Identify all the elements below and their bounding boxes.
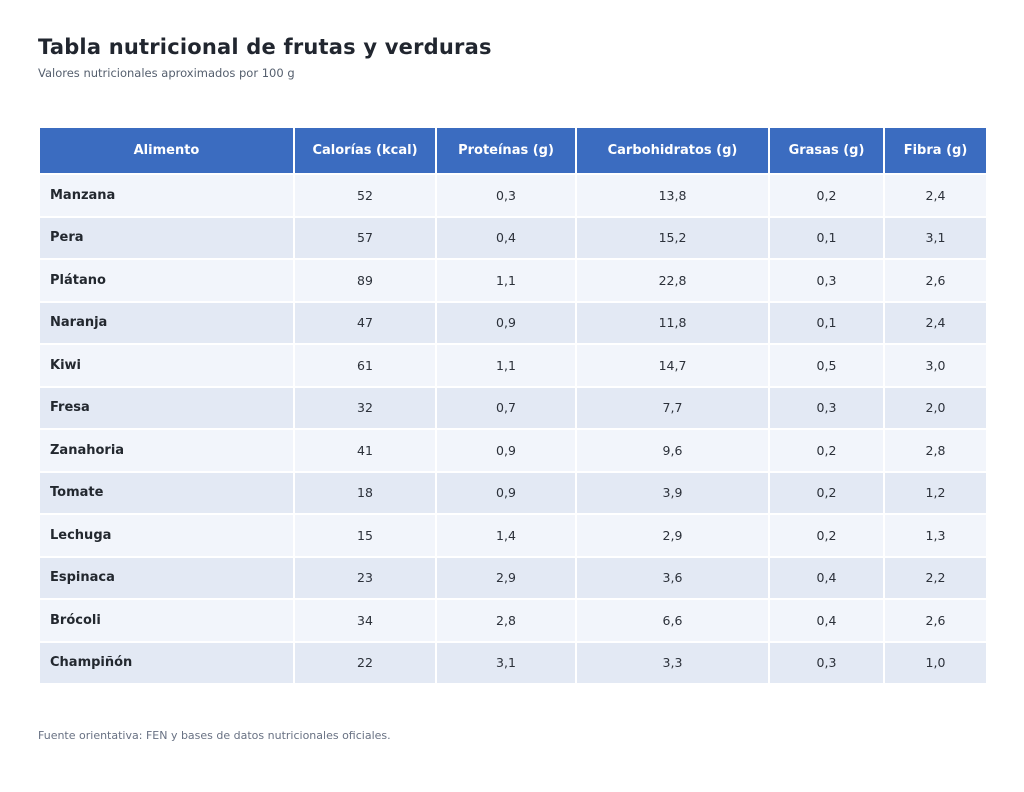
value-cell: 2,8 (435, 598, 577, 643)
table-row: Espinaca 23 2,9 3,6 0,4 2,2 (38, 555, 988, 600)
food-name-cell: Lechuga (38, 513, 295, 558)
value-cell: 0,7 (435, 385, 577, 430)
page: Tabla nutricional de frutas y verduras V… (38, 35, 988, 742)
value-cell: 47 (293, 300, 437, 345)
value-cell: 3,0 (883, 343, 988, 388)
value-cell: 32 (293, 385, 437, 430)
food-name-cell: Naranja (38, 300, 295, 345)
table-row: Manzana 52 0,3 13,8 0,2 2,4 (38, 173, 988, 218)
value-cell: 57 (293, 215, 437, 260)
value-cell: 3,1 (435, 640, 577, 685)
value-cell: 1,1 (435, 258, 577, 303)
page-subtitle: Valores nutricionales aproximados por 10… (38, 66, 295, 80)
table-row: Kiwi 61 1,1 14,7 0,5 3,0 (38, 343, 988, 388)
value-cell: 2,8 (883, 428, 988, 473)
value-cell: 0,1 (768, 300, 885, 345)
value-cell: 1,2 (883, 470, 988, 515)
value-cell: 3,6 (575, 555, 770, 600)
table-row: Zanahoria 41 0,9 9,6 0,2 2,8 (38, 428, 988, 473)
value-cell: 1,1 (435, 343, 577, 388)
value-cell: 0,4 (768, 555, 885, 600)
value-cell: 2,6 (883, 598, 988, 643)
value-cell: 34 (293, 598, 437, 643)
column-header-carbohidratos: Carbohidratos (g) (575, 126, 770, 175)
value-cell: 52 (293, 173, 437, 218)
value-cell: 1,3 (883, 513, 988, 558)
food-name-cell: Fresa (38, 385, 295, 430)
value-cell: 6,6 (575, 598, 770, 643)
value-cell: 2,2 (883, 555, 988, 600)
food-name-cell: Kiwi (38, 343, 295, 388)
value-cell: 0,9 (435, 470, 577, 515)
value-cell: 22 (293, 640, 437, 685)
value-cell: 23 (293, 555, 437, 600)
value-cell: 0,2 (768, 428, 885, 473)
table-row: Pera 57 0,4 15,2 0,1 3,1 (38, 215, 988, 260)
value-cell: 0,3 (435, 173, 577, 218)
value-cell: 89 (293, 258, 437, 303)
value-cell: 9,6 (575, 428, 770, 473)
value-cell: 2,0 (883, 385, 988, 430)
food-name-cell: Tomate (38, 470, 295, 515)
food-name-cell: Zanahoria (38, 428, 295, 473)
value-cell: 11,8 (575, 300, 770, 345)
table-row: Brócoli 34 2,8 6,6 0,4 2,6 (38, 598, 988, 643)
value-cell: 41 (293, 428, 437, 473)
food-name-cell: Brócoli (38, 598, 295, 643)
table-row: Fresa 32 0,7 7,7 0,3 2,0 (38, 385, 988, 430)
value-cell: 2,9 (575, 513, 770, 558)
value-cell: 0,4 (768, 598, 885, 643)
food-name-cell: Champiñón (38, 640, 295, 685)
value-cell: 0,3 (768, 258, 885, 303)
value-cell: 0,4 (435, 215, 577, 260)
source-note: Fuente orientativa: FEN y bases de datos… (38, 729, 391, 742)
table-row: Champiñón 22 3,1 3,3 0,3 1,0 (38, 640, 988, 685)
column-header-calorias: Calorías (kcal) (293, 126, 437, 175)
food-name-cell: Plátano (38, 258, 295, 303)
value-cell: 0,3 (768, 640, 885, 685)
value-cell: 0,1 (768, 215, 885, 260)
column-header-proteinas: Proteínas (g) (435, 126, 577, 175)
value-cell: 3,3 (575, 640, 770, 685)
value-cell: 22,8 (575, 258, 770, 303)
table-row: Lechuga 15 1,4 2,9 0,2 1,3 (38, 513, 988, 558)
value-cell: 13,8 (575, 173, 770, 218)
table-body: Manzana 52 0,3 13,8 0,2 2,4 Pera 57 0,4 15,2 0,1 3,… (38, 173, 988, 685)
value-cell: 3,9 (575, 470, 770, 515)
food-name-cell: Espinaca (38, 555, 295, 600)
column-header-alimento: Alimento (38, 126, 295, 175)
value-cell: 2,9 (435, 555, 577, 600)
table-row: Plátano 89 1,1 22,8 0,3 2,6 (38, 258, 988, 303)
value-cell: 18 (293, 470, 437, 515)
value-cell: 15 (293, 513, 437, 558)
table-row: Tomate 18 0,9 3,9 0,2 1,2 (38, 470, 988, 515)
value-cell: 14,7 (575, 343, 770, 388)
value-cell: 0,9 (435, 428, 577, 473)
value-cell: 0,3 (768, 385, 885, 430)
value-cell: 0,2 (768, 173, 885, 218)
column-header-fibra: Fibra (g) (883, 126, 988, 175)
value-cell: 2,4 (883, 300, 988, 345)
value-cell: 2,6 (883, 258, 988, 303)
nutrition-table: Alimento Calorías (kcal) Proteínas (g) C… (38, 126, 988, 685)
value-cell: 1,4 (435, 513, 577, 558)
value-cell: 0,2 (768, 513, 885, 558)
table-row: Naranja 47 0,9 11,8 0,1 2,4 (38, 300, 988, 345)
page-title: Tabla nutricional de frutas y verduras (38, 35, 492, 59)
column-header-grasas: Grasas (g) (768, 126, 885, 175)
value-cell: 2,4 (883, 173, 988, 218)
food-name-cell: Pera (38, 215, 295, 260)
value-cell: 0,2 (768, 470, 885, 515)
value-cell: 61 (293, 343, 437, 388)
header-row: Alimento Calorías (kcal) Proteínas (g) C… (38, 126, 988, 175)
table-header: Alimento Calorías (kcal) Proteínas (g) C… (38, 126, 988, 175)
value-cell: 0,9 (435, 300, 577, 345)
value-cell: 3,1 (883, 215, 988, 260)
food-name-cell: Manzana (38, 173, 295, 218)
value-cell: 0,5 (768, 343, 885, 388)
value-cell: 7,7 (575, 385, 770, 430)
value-cell: 15,2 (575, 215, 770, 260)
value-cell: 1,0 (883, 640, 988, 685)
